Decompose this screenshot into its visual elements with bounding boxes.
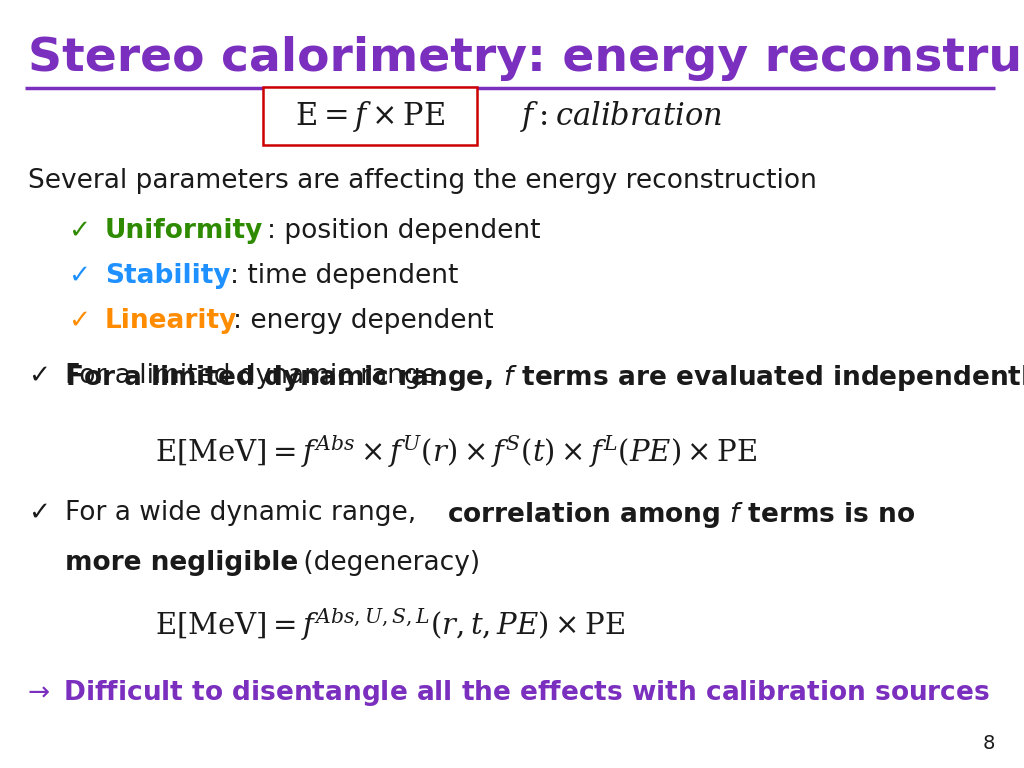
Text: ✓: ✓ [68,263,90,289]
Text: $\mathrm{E[MeV]} = f^{Abs,U,S,L}(r,t,PE) \times \mathrm{PE}$: $\mathrm{E[MeV]} = f^{Abs,U,S,L}(r,t,PE)… [155,606,625,643]
Text: Stereo calorimetry: energy reconstruction: Stereo calorimetry: energy reconstructio… [28,36,1024,81]
Text: correlation among $\mathit{f}$ terms is no: correlation among $\mathit{f}$ terms is … [447,500,915,530]
Text: For a limited dynamic range,: For a limited dynamic range, [65,363,454,389]
Text: $f : calibration$: $f : calibration$ [520,98,722,134]
Text: $\mathrm{E} = f \times \mathrm{PE}$: $\mathrm{E} = f \times \mathrm{PE}$ [295,98,445,134]
Text: ✓: ✓ [68,308,90,334]
Text: 8: 8 [983,734,995,753]
Text: $\rightarrow$ Difficult to disentangle all the effects with calibration sources: $\rightarrow$ Difficult to disentangle a… [22,678,990,708]
Text: : energy dependent: : energy dependent [233,308,494,334]
Text: Linearity: Linearity [105,308,238,334]
Text: : time dependent: : time dependent [230,263,459,289]
Text: $\mathrm{E[MeV]} = f^{Abs} \times f^{U}(r) \times f^{S}(t) \times f^{L}(PE) \tim: $\mathrm{E[MeV]} = f^{Abs} \times f^{U}(… [155,433,758,469]
Text: Several parameters are affecting the energy reconstruction: Several parameters are affecting the ene… [28,168,817,194]
Text: ✓: ✓ [28,500,50,526]
Text: ✓: ✓ [28,363,50,389]
Text: : position dependent: : position dependent [267,218,541,244]
Text: (degeneracy): (degeneracy) [295,550,480,576]
Text: For a limited dynamic range, $\mathit{f}$ terms are evaluated independently: For a limited dynamic range, $\mathit{f}… [65,363,1024,393]
Text: Uniformity: Uniformity [105,218,263,244]
Text: more negligible: more negligible [65,550,298,576]
Text: For a wide dynamic range,: For a wide dynamic range, [65,500,425,526]
Text: Stability: Stability [105,263,230,289]
FancyBboxPatch shape [263,87,477,145]
Text: ✓: ✓ [68,218,90,244]
